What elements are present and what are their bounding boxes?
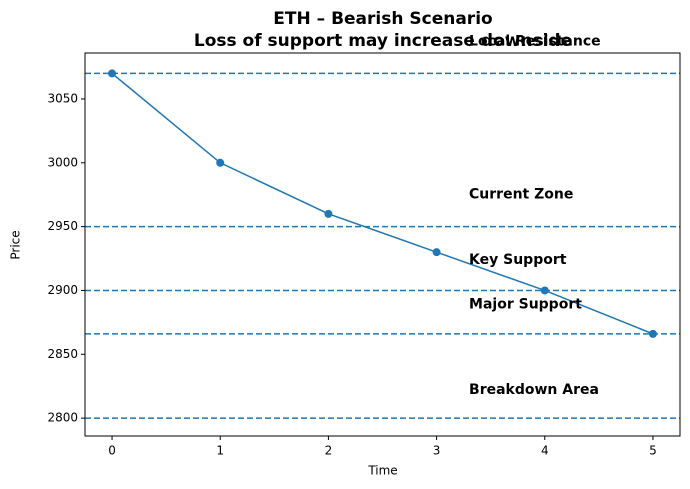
x-axis-label: Time: [367, 464, 397, 478]
data-line: [111, 72, 654, 335]
data-point: [108, 69, 117, 78]
data-point: [540, 286, 549, 295]
data-point: [324, 209, 333, 218]
x-tick-label: 1: [216, 444, 224, 458]
data-point: [648, 329, 657, 338]
x-tick-label: 2: [325, 444, 333, 458]
chart-title: ETH – Bearish Scenario: [273, 9, 492, 29]
annotation: Key Support: [469, 252, 567, 268]
annotation: Breakdown Area: [469, 382, 599, 398]
y-tick-label: 3000: [47, 155, 78, 169]
plot-frame: [84, 52, 681, 437]
y-tick-label: 2900: [47, 283, 78, 297]
data-point: [216, 158, 225, 167]
y-tick-label: 2850: [47, 347, 78, 361]
annotation: Major Support: [469, 297, 582, 313]
x-tick-label: 5: [649, 444, 657, 458]
y-tick-label: 2800: [47, 411, 78, 425]
annotation: Local Resistance: [469, 34, 601, 50]
y-axis-label: Price: [9, 230, 23, 259]
chart-subtitle: Loss of support may increase downside: [194, 31, 572, 51]
data-point: [432, 248, 441, 257]
annotation: Current Zone: [469, 187, 573, 203]
x-tick-label: 4: [541, 444, 549, 458]
y-tick-label: 2950: [47, 219, 78, 233]
x-tick-label: 0: [108, 444, 116, 458]
y-tick-label: 3050: [47, 91, 78, 105]
x-tick-label: 3: [433, 444, 441, 458]
